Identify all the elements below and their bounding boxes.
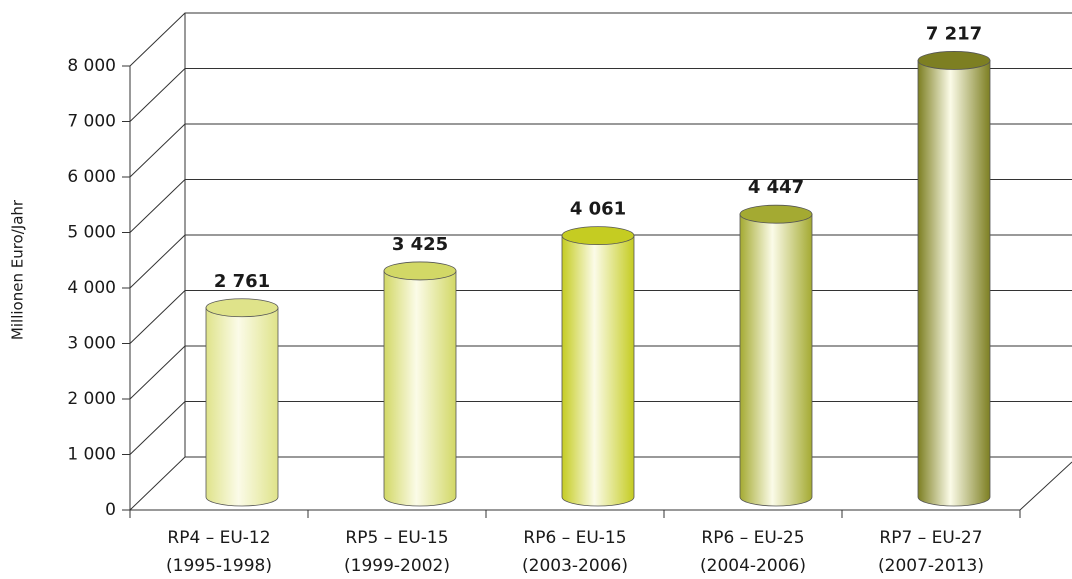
bar-top [561, 226, 635, 246]
y-tick-label: 6 000 [67, 167, 116, 187]
bar-top [205, 298, 279, 318]
y-tick-label: 4 000 [67, 278, 116, 298]
value-label: 4 447 [748, 177, 804, 198]
y-tick-label: 3 000 [67, 334, 116, 354]
value-label: 2 761 [214, 271, 270, 292]
y-tick-label: 5 000 [67, 223, 116, 243]
grid-line [129, 179, 1072, 233]
x-tick-label: (1999-2002) [344, 556, 450, 576]
bar [383, 270, 457, 507]
bar [561, 235, 635, 507]
bar-top [917, 51, 991, 70]
x-tick-label: (2004-2006) [700, 556, 806, 576]
y-tick-label: 7 000 [67, 112, 116, 132]
y-tick-label: 1 000 [67, 445, 116, 465]
value-label: 7 217 [926, 23, 982, 44]
value-label: 3 425 [392, 234, 448, 255]
y-tick-label: 0 [105, 500, 116, 520]
x-tick-label: (1995-1998) [166, 556, 272, 576]
bar-top [383, 261, 457, 281]
grid-line [129, 123, 1072, 178]
bar [917, 60, 991, 507]
x-tick-label: (2007-2013) [878, 556, 984, 576]
x-tick-label: RP5 – EU-15 [345, 528, 448, 548]
bar [739, 213, 813, 507]
x-tick-label: RP7 – EU-27 [879, 528, 982, 548]
y-tick-label: 2 000 [67, 389, 116, 409]
bar [205, 307, 279, 507]
x-tick-label: RP6 – EU-15 [523, 528, 626, 548]
grid-line [129, 68, 1072, 122]
value-label: 4 061 [570, 199, 626, 220]
x-tick-label: (2003-2006) [522, 556, 628, 576]
y-axis-label: Millionen Euro/Jahr [9, 199, 27, 340]
y-tick-label: 8 000 [67, 56, 116, 76]
grid-line [129, 12, 1072, 67]
x-tick-label: RP6 – EU-25 [701, 528, 804, 548]
x-tick-label: RP4 – EU-12 [167, 528, 270, 548]
bar-top [739, 204, 813, 224]
